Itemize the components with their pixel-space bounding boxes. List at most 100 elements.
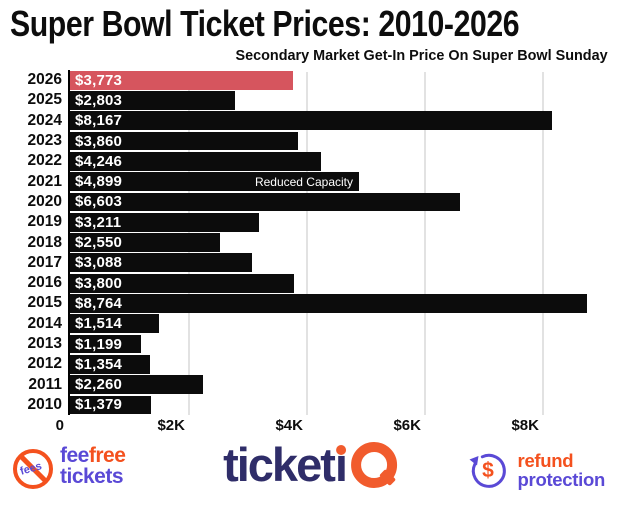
value-label: $2,260 [75, 376, 123, 394]
bar-row-2025: 2025 $2,803 [28, 90, 614, 110]
x-tick-label: $2K [157, 417, 185, 434]
value-label: $3,211 [75, 213, 122, 231]
gridline [542, 72, 544, 415]
bar-2022: $4,246 [70, 151, 321, 171]
year-label: 2021 [27, 172, 62, 190]
bar-row-2019: 2019 $3,211 [28, 212, 614, 232]
year-label: 2026 [27, 71, 62, 89]
refund-text: refund protection [517, 450, 606, 489]
value-label: $1,354 [75, 355, 123, 373]
bar-row-2015: 2015 $8,764 [28, 293, 614, 313]
x-axis-ticks: 0 $2K $4K $6K $8K [56, 417, 614, 435]
bar-2018: $2,550 [70, 233, 221, 252]
year-label: 2020 [27, 192, 62, 210]
x-tick-label: $6K [393, 417, 421, 434]
refund-word: refund [517, 450, 574, 471]
bar-row-2026: 2026 $3,773 [28, 70, 614, 90]
dollar-sign: $ [482, 459, 494, 482]
bar-2016: $3,800 [70, 273, 295, 293]
x-tick-label: $8K [511, 417, 539, 434]
year-label: 2013 [27, 335, 62, 352]
bar-annotation: Reduced Capacity [254, 174, 353, 189]
chart-subtitle: Secondary Market Get-In Price On Super B… [235, 47, 608, 64]
year-label: 2012 [27, 355, 62, 373]
chart-title: Super Bowl Ticket Prices: 2010-2026 [10, 3, 520, 44]
bar-2020: $6,603 [70, 192, 460, 212]
feefree-free: free [88, 444, 126, 467]
bar-2023: $3,860 [70, 131, 298, 151]
plot-area: 2026 $3,773 2025 $2,803 2024 $8,167 2023 $3,860… [28, 70, 614, 434]
year-label: 2016 [27, 274, 62, 292]
value-label: $1,514 [75, 315, 123, 333]
year-label: 2023 [27, 132, 62, 150]
value-label: $8,167 [75, 112, 123, 130]
ticketiq-logo[interactable]: ticket ı [223, 438, 397, 491]
year-label: 2014 [27, 314, 62, 332]
value-label: $8,764 [75, 294, 123, 312]
year-label: 2011 [28, 375, 62, 393]
refund-protection-logo[interactable]: $ refund protection [466, 448, 605, 492]
value-label: $3,088 [75, 254, 123, 272]
value-label: $1,199 [75, 335, 123, 353]
year-label: 2024 [27, 111, 62, 129]
bar-row-2022: 2022 $4,246 [28, 151, 614, 171]
bar-row-2013: 2013 $1,199 [28, 334, 614, 354]
value-label: $3,773 [75, 71, 123, 89]
value-label: $2,550 [75, 234, 123, 252]
bar-2014: $1,514 [70, 314, 160, 334]
bar-row-2016: 2016 $3,800 [28, 273, 614, 293]
feefree-fee: fee [60, 444, 89, 467]
bar-row-2023: 2023 $3,860 [28, 131, 614, 151]
bar-row-2018: 2018 $2,550 [28, 232, 614, 252]
bar-row-2012: 2012 $1,354 [28, 354, 614, 374]
bar-2017: $3,088 [70, 253, 253, 273]
magnifier-handle [378, 469, 396, 486]
bar-row-2017: 2017 $3,088 [28, 253, 614, 273]
bar-row-2014: 2014 $1,514 [28, 314, 614, 334]
year-label: 2010 [27, 395, 62, 413]
bar-2026: $3,773 [70, 70, 293, 90]
bar-2013: $1,199 [70, 334, 141, 354]
ticketiq-word: ticket [223, 438, 336, 491]
bar-row-2010: 2010 $1,379 [28, 395, 614, 415]
magnifier-q-icon [350, 442, 397, 488]
value-label: $3,860 [75, 132, 123, 150]
bar-row-2020: 2020 $6,603 [28, 192, 614, 212]
value-label: $6,603 [75, 193, 123, 211]
bar-2019: $3,211 [70, 212, 260, 232]
year-label: 2015 [27, 294, 62, 312]
bar-2011: $2,260 [70, 375, 204, 394]
bar-row-2024: 2024 $8,167 [28, 111, 614, 131]
i-dot-icon [336, 445, 347, 455]
gridline [424, 72, 426, 415]
bar-row-2021: 2021 $4,899 Reduced Capacity [28, 171, 614, 192]
bar-2025: $2,803 [70, 91, 236, 110]
value-label: $4,246 [75, 152, 123, 170]
feefree-text: feefree tickets [60, 444, 126, 489]
bar-2010: $1,379 [70, 395, 152, 415]
year-label: 2017 [27, 253, 62, 271]
value-label: $3,800 [75, 274, 123, 292]
year-label: 2025 [27, 91, 62, 109]
value-label: $2,803 [75, 91, 123, 109]
refund-circle-arrow-icon: $ [469, 453, 506, 488]
gridline [306, 72, 308, 415]
feefree-tickets: tickets [60, 464, 124, 488]
bar-2015: $8,764 [70, 294, 588, 313]
ticketiq-i: ı [334, 438, 348, 491]
x-tick-label: 0 [55, 417, 64, 434]
feefree-tickets-logo[interactable]: fees feefree tickets [13, 444, 126, 489]
value-label: $1,379 [75, 396, 123, 414]
bar-2024: $8,167 [70, 111, 552, 131]
bar-row-2011: 2011 $2,260 [28, 374, 614, 394]
footer: fees feefree tickets ticket ı $ refund pr… [0, 438, 620, 513]
x-tick-label: $4K [275, 417, 303, 434]
year-label: 2022 [27, 152, 62, 170]
bar-2012: $1,354 [70, 354, 150, 374]
bar-2021: $4,899 Reduced Capacity [70, 172, 359, 192]
no-fees-icon: fees [13, 449, 53, 489]
year-label: 2018 [27, 233, 62, 251]
year-label: 2019 [27, 213, 62, 231]
value-label: $4,899 [75, 173, 123, 191]
